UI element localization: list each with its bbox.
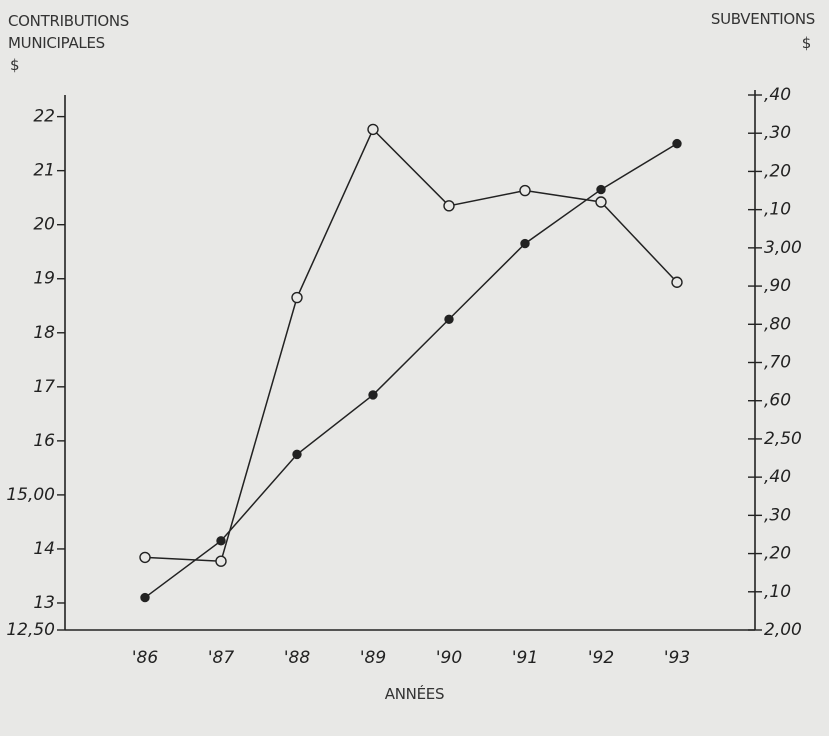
y2-tick-label: ,70 bbox=[764, 353, 791, 373]
data-point bbox=[139, 551, 151, 564]
x-tick-label: '89 bbox=[360, 648, 386, 668]
data-point bbox=[216, 536, 226, 546]
y2-axis-title: SUBVENTIONS bbox=[710, 10, 815, 28]
x-tick-label: '87 bbox=[208, 648, 234, 668]
y2-tick-label: ,30 bbox=[764, 505, 791, 525]
data-point bbox=[672, 138, 682, 149]
y-tick-label: 21 bbox=[33, 161, 55, 181]
y-tick-label: 13 bbox=[33, 593, 55, 613]
y2-tick-label: 2,50 bbox=[764, 429, 802, 449]
x-tick-label: '88 bbox=[284, 648, 310, 668]
data-point bbox=[596, 184, 606, 195]
y2-tick-label: ,60 bbox=[764, 391, 791, 411]
y2-tick-label: 3,00 bbox=[764, 238, 802, 258]
y2-unit: $ bbox=[801, 34, 812, 52]
y-tick-label: 18 bbox=[33, 323, 55, 343]
data-point bbox=[519, 184, 531, 197]
y-tick-label: 22 bbox=[33, 107, 55, 127]
y2-tick-label: ,80 bbox=[764, 314, 791, 334]
data-point bbox=[368, 390, 378, 400]
y-tick-label: 17 bbox=[33, 377, 55, 397]
data-point bbox=[444, 314, 454, 324]
data-point bbox=[367, 123, 379, 136]
y2-tick-label: ,10 bbox=[764, 582, 791, 602]
data-point bbox=[443, 200, 455, 212]
x-tick-label: '91 bbox=[512, 648, 538, 668]
y2-tick-label: ,30 bbox=[764, 123, 791, 143]
data-point bbox=[671, 276, 683, 288]
y-tick-label: 15,00 bbox=[6, 485, 55, 505]
y2-tick-label: ,20 bbox=[764, 161, 791, 181]
y-unit: $ bbox=[10, 56, 20, 74]
x-tick-label: '90 bbox=[436, 648, 462, 668]
data-point bbox=[140, 592, 150, 603]
y-tick-label: 12,50 bbox=[6, 620, 55, 640]
x-tick-label: '86 bbox=[132, 648, 158, 668]
y2-tick-label: ,20 bbox=[764, 544, 791, 564]
x-axis-title: ANNÉES bbox=[384, 685, 445, 703]
y2-tick-label: ,40 bbox=[764, 467, 791, 487]
data-point bbox=[215, 555, 227, 567]
data-point bbox=[595, 196, 607, 208]
y2-tick-label: 2,00 bbox=[764, 620, 802, 640]
y2-tick-label: ,40 bbox=[764, 85, 791, 105]
y-axis-title: CONTRIBUTIONS MUNICIPALES bbox=[8, 12, 130, 52]
y-tick-label: 19 bbox=[33, 269, 55, 289]
series-line bbox=[144, 142, 678, 599]
data-point bbox=[520, 238, 530, 249]
data-point bbox=[292, 449, 302, 460]
y2-tick-label: ,10 bbox=[764, 200, 791, 220]
series-line bbox=[144, 128, 678, 562]
y-tick-label: 20 bbox=[33, 215, 55, 235]
y2-tick-label: ,90 bbox=[764, 276, 791, 296]
x-tick-label: '92 bbox=[588, 648, 614, 668]
x-tick-label: '93 bbox=[664, 648, 690, 668]
y-tick-label: 16 bbox=[33, 431, 55, 451]
data-point bbox=[291, 291, 303, 304]
y-tick-label: 14 bbox=[33, 539, 55, 559]
